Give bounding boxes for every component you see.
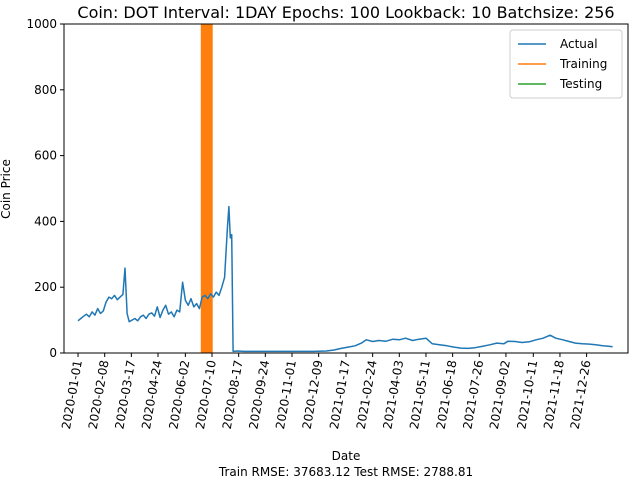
x-tick-label: 2020-02-08 bbox=[86, 359, 112, 430]
x-tick-label: 2020-01-01 bbox=[59, 359, 85, 430]
chart-title: Coin: DOT Interval: 1DAY Epochs: 100 Loo… bbox=[77, 3, 614, 22]
x-tick-label: 2020-08-17 bbox=[220, 359, 246, 430]
x-tick-label: 2021-02-24 bbox=[354, 359, 380, 430]
legend-label-actual: Actual bbox=[560, 37, 598, 51]
training-band bbox=[200, 24, 213, 353]
y-tick-label: 1000 bbox=[26, 17, 57, 31]
y-tick-label: 800 bbox=[34, 83, 57, 97]
x-tick-label: 2020-09-24 bbox=[246, 359, 272, 430]
legend-label-testing: Testing bbox=[559, 77, 602, 91]
y-tick-label: 400 bbox=[34, 214, 57, 228]
x-tick-label: 2021-01-17 bbox=[327, 359, 353, 430]
x-tick-label: 2020-11-01 bbox=[273, 359, 299, 430]
y-tick-label: 0 bbox=[49, 346, 57, 360]
x-axis-label: Date bbox=[332, 449, 361, 463]
x-tick-label: 2021-09-02 bbox=[487, 359, 513, 430]
x-tick-label: 2020-03-17 bbox=[112, 359, 138, 430]
x-tick-label: 2021-07-26 bbox=[460, 359, 486, 430]
series-line-actual bbox=[77, 205, 613, 353]
legend-label-training: Training bbox=[559, 57, 607, 71]
y-tick-label: 600 bbox=[34, 149, 57, 163]
x-tick-label: 2020-06-02 bbox=[166, 359, 192, 430]
legend-box bbox=[509, 29, 623, 99]
x-tick-label: 2021-11-18 bbox=[541, 359, 567, 430]
y-tick-label: 200 bbox=[34, 280, 57, 294]
x-tick-label: 2021-04-03 bbox=[380, 359, 406, 430]
rmse-footer: Train RMSE: 37683.12 Test RMSE: 2788.81 bbox=[218, 465, 473, 479]
x-tick-label: 2021-05-11 bbox=[407, 359, 433, 430]
x-tick-label: 2020-04-24 bbox=[139, 359, 165, 430]
x-tick-label: 2021-06-18 bbox=[434, 359, 460, 430]
x-tick-label: 2020-12-09 bbox=[300, 359, 326, 430]
legend: Actual Training Testing bbox=[509, 29, 623, 99]
x-tick-label: 2021-12-26 bbox=[568, 359, 594, 430]
x-tick-label: 2020-07-10 bbox=[193, 359, 219, 430]
y-axis-label: Coin Price bbox=[0, 159, 13, 219]
x-tick-label: 2021-10-11 bbox=[514, 359, 540, 430]
